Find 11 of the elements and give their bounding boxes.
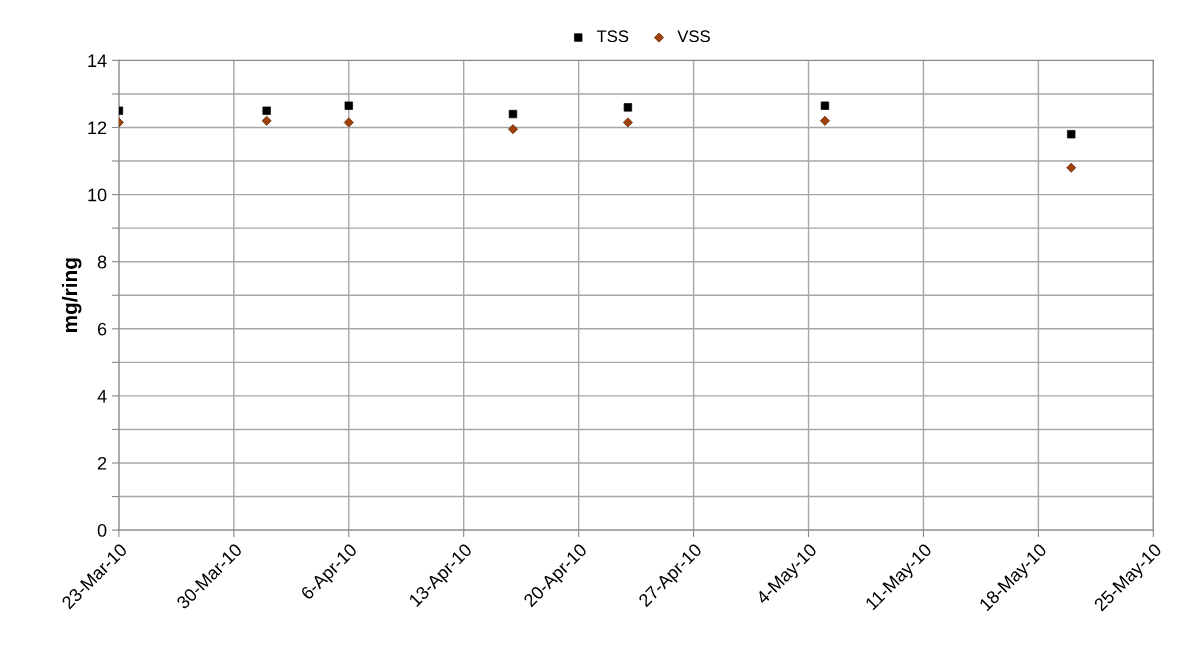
legend-label: TSS [596,30,629,43]
y-tick-label: 4 [97,390,107,403]
y-tick-label: 0 [97,524,107,537]
y-tick-label: 2 [97,456,107,470]
legend-label: VSS [677,30,710,43]
y-tick-label: 8 [97,255,107,269]
y-tick-label: 12 [88,121,107,135]
y-tick-label: 10 [88,188,107,202]
y-tick-label: 14 [88,54,107,67]
y-axis-title: mg/ring [61,258,82,333]
y-tick-label: 6 [97,322,107,336]
